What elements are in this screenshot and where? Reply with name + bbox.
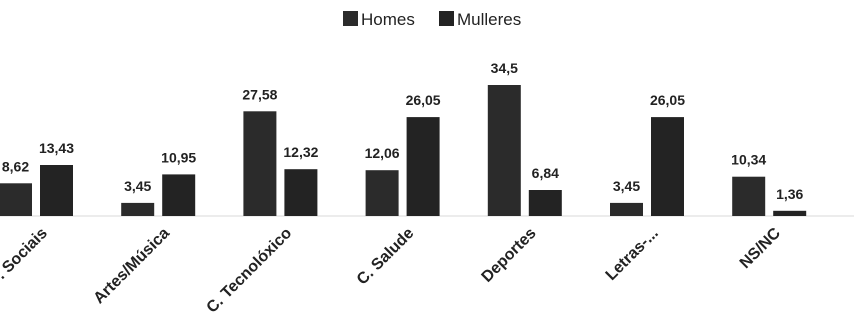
legend-swatch-homes [343, 11, 358, 26]
legend-label-mulleres: Mulleres [457, 10, 521, 29]
value-label-homes-deportes: 34,5 [491, 60, 518, 76]
value-label-homes-letras: 3,45 [613, 178, 640, 194]
value-label-mulleres-deportes: 6,84 [532, 165, 559, 181]
bar-homes-c-tecnoloxico [243, 111, 277, 216]
value-label-homes-c-sociais: 8,62 [2, 158, 29, 174]
category-label-deportes: Deportes [479, 225, 540, 286]
value-label-homes-ns-nc: 10,34 [731, 152, 766, 168]
bar-mulleres-artes-musica [162, 174, 196, 216]
category-label-letras: Letras-... [603, 225, 662, 284]
value-labels-group: 8,62 13,43 3,45 10,95 27,58 12,32 12,06 26,05 34… [2, 60, 804, 202]
value-label-homes-artes-musica: 3,45 [124, 178, 151, 194]
bar-homes-deportes [487, 85, 521, 216]
bar-homes-ns-nc [732, 176, 766, 216]
value-label-mulleres-c-tecnoloxico: 12,32 [283, 144, 318, 160]
category-label-c-salude: C. Salude [354, 225, 418, 289]
value-label-mulleres-ns-nc: 1,36 [776, 186, 803, 202]
value-label-homes-c-tecnoloxico: 27,58 [242, 86, 277, 102]
bar-mulleres-c-tecnoloxico [284, 169, 318, 216]
bar-homes-artes-musica [121, 202, 155, 216]
category-label-c-tecnoloxico: C. Tecnolóxico [204, 225, 296, 317]
category-label-c-sociais: C. Sociais [0, 225, 51, 291]
value-label-mulleres-artes-musica: 10,95 [161, 149, 196, 165]
value-label-mulleres-c-sociais: 13,43 [39, 140, 74, 156]
bar-mulleres-deportes [528, 190, 562, 216]
bar-homes-c-sociais [0, 183, 32, 216]
bar-homes-letras [610, 202, 643, 216]
bar-mulleres-letras [651, 117, 684, 216]
category-label-artes-musica: Artes/Música [91, 225, 174, 308]
bars-group [0, 85, 807, 216]
legend-swatch-mulleres [439, 11, 454, 26]
bar-mulleres-c-salude [406, 117, 440, 216]
category-labels-group: C. Sociais Artes/Música C. Tecnolóxico C. S… [0, 224, 784, 316]
value-label-mulleres-letras: 26,05 [650, 92, 685, 108]
category-label-ns-nc: NS/NC [737, 224, 785, 272]
bar-mulleres-ns-nc [773, 210, 807, 216]
value-label-homes-c-salude: 12,06 [365, 145, 400, 161]
bar-mulleres-c-sociais [40, 165, 73, 216]
bar-homes-c-salude [365, 170, 399, 216]
legend-label-homes: Homes [361, 10, 415, 29]
legend: Homes Mulleres [343, 10, 521, 29]
value-label-mulleres-c-salude: 26,05 [406, 92, 441, 108]
